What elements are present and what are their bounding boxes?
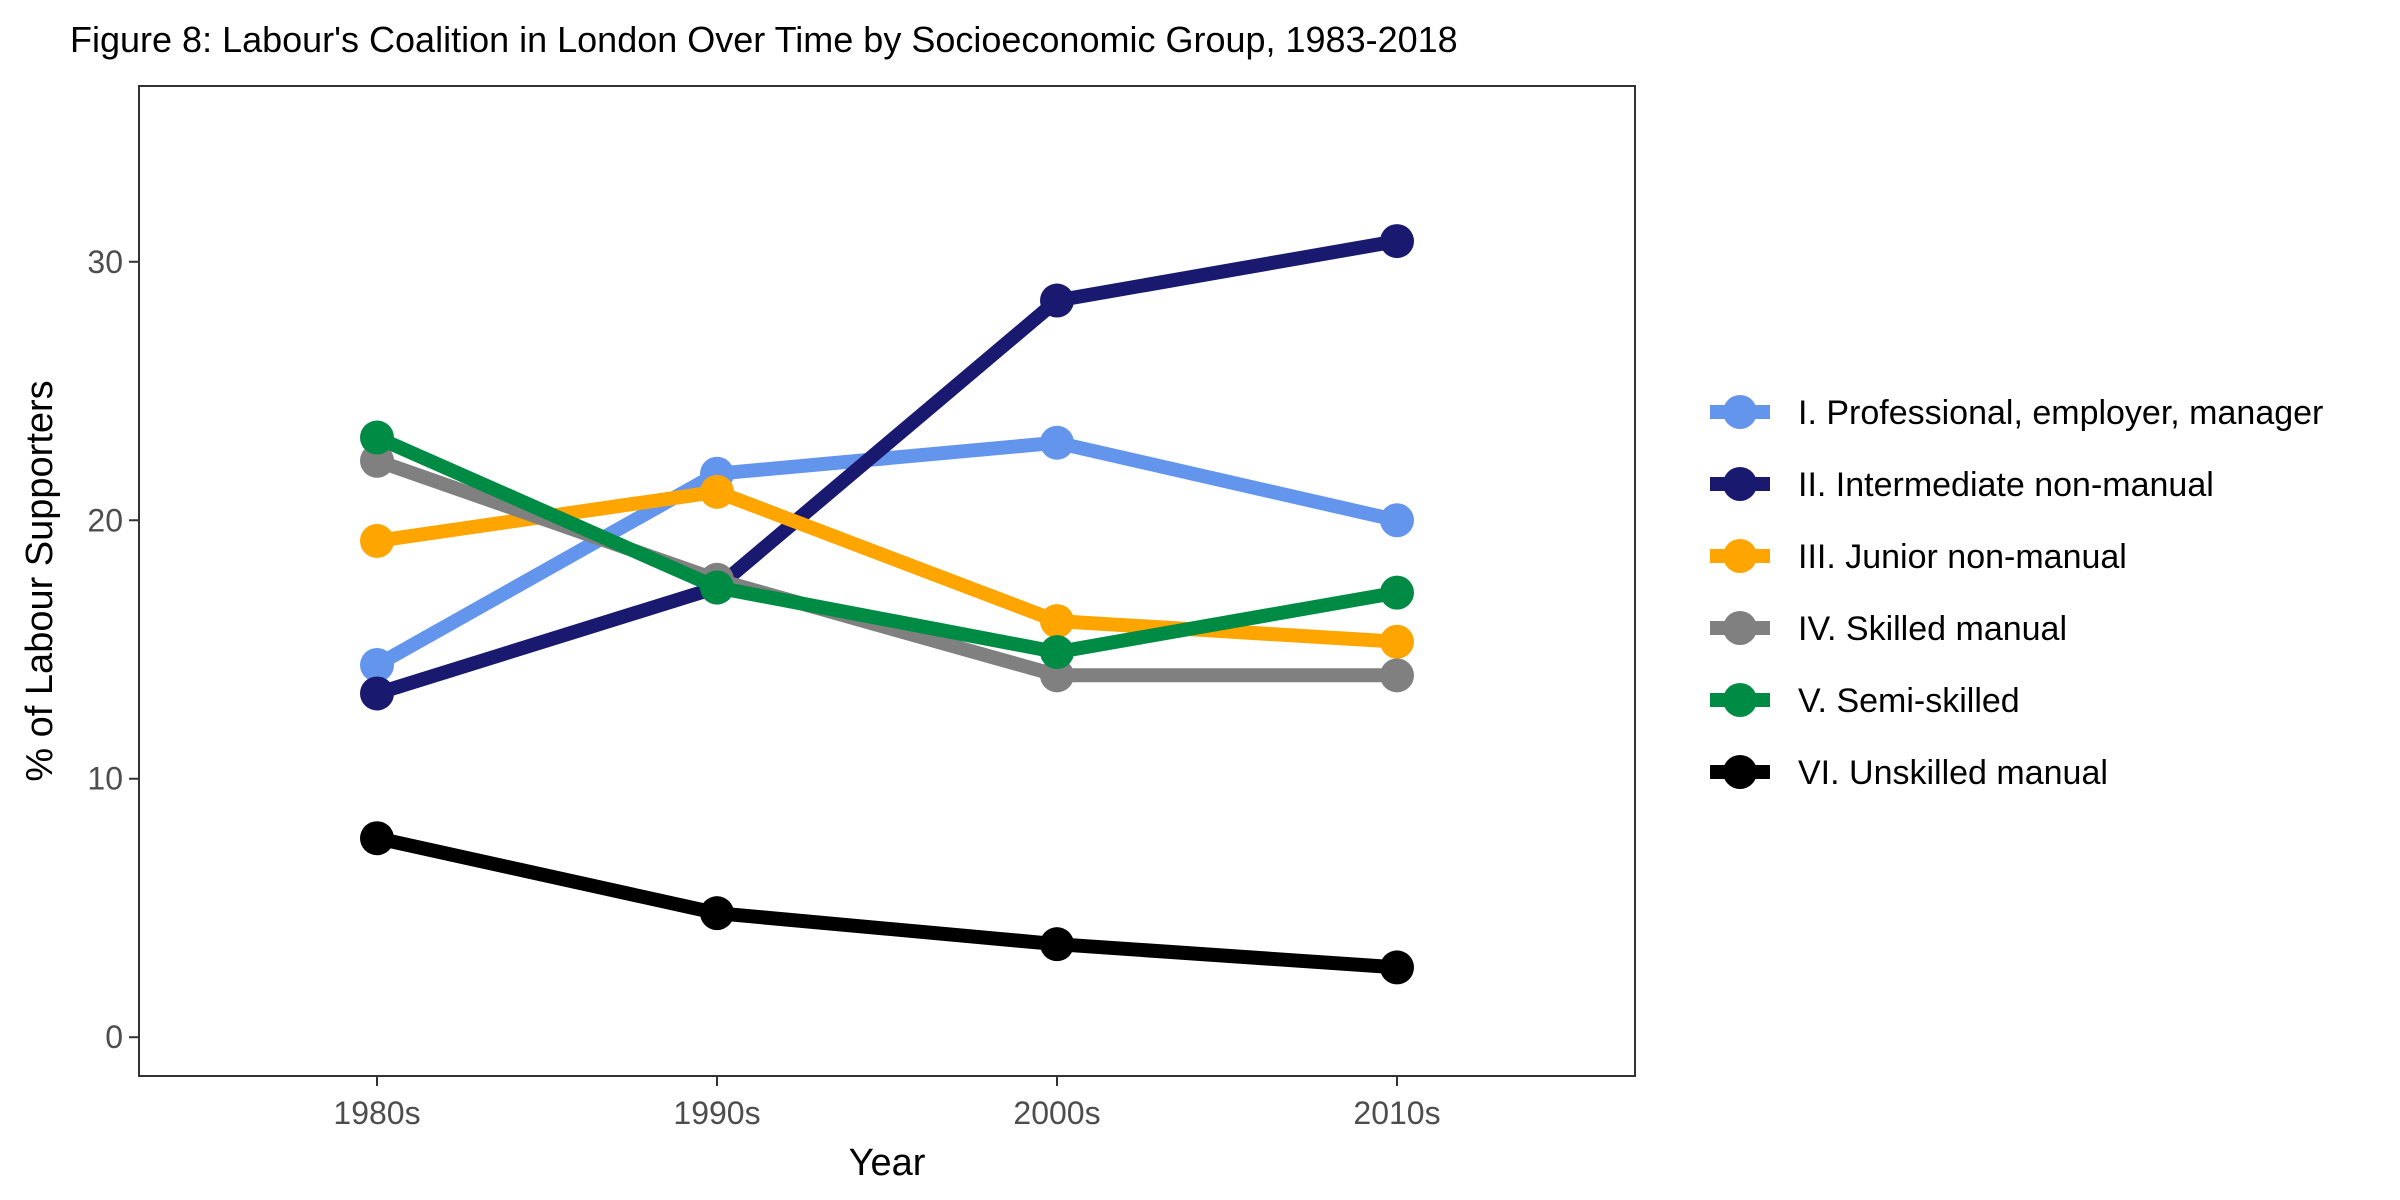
data-point <box>1380 224 1414 259</box>
legend-item: V. Semi-skilled <box>1710 682 2020 720</box>
series-line <box>374 431 1399 660</box>
x-axis: 1980s 1990s 2000s 2010s <box>333 1076 1441 1131</box>
data-point <box>1380 503 1414 538</box>
data-point <box>1380 575 1414 610</box>
legend-label: IV. Skilled manual <box>1798 610 2067 648</box>
legend-key-point <box>1723 539 1757 573</box>
legend-item: II. Intermediate non-manual <box>1710 466 2214 504</box>
series-5 <box>360 420 1414 670</box>
data-point <box>360 676 394 711</box>
legend-key-point <box>1723 395 1757 429</box>
y-axis-title: % of Labour Supporters <box>19 380 61 781</box>
x-tick-label: 2010s <box>1353 1095 1440 1131</box>
data-point <box>360 443 394 478</box>
data-point <box>700 896 734 931</box>
legend-key-point <box>1723 467 1757 501</box>
data-point <box>700 570 734 605</box>
legend-label: I. Professional, employer, manager <box>1798 394 2323 432</box>
data-point <box>360 821 394 856</box>
plot-border <box>138 85 1636 1077</box>
data-point <box>1040 604 1074 639</box>
legend-label: V. Semi-skilled <box>1798 682 2020 720</box>
x-tick-label: 2000s <box>1013 1095 1100 1131</box>
y-tick-label: 30 <box>87 244 123 280</box>
legend-item: VI. Unskilled manual <box>1710 754 2108 792</box>
x-axis-title: Year <box>849 1142 926 1184</box>
plot-area: 0 10 20 30 1980s 1990s 2000s 2010s <box>87 85 1636 1131</box>
x-tick-label: 1990s <box>673 1095 760 1131</box>
legend-label: VI. Unskilled manual <box>1798 754 2108 792</box>
data-point <box>1380 658 1414 693</box>
legend-item: III. Junior non-manual <box>1710 538 2127 576</box>
y-tick-label: 20 <box>87 502 123 538</box>
data-point <box>1040 425 1074 460</box>
series-line <box>374 234 1399 701</box>
y-tick-label: 0 <box>105 1019 123 1055</box>
legend-label: III. Junior non-manual <box>1798 538 2127 576</box>
data-point <box>1040 283 1074 318</box>
data-point <box>1380 950 1414 985</box>
data-point <box>1040 927 1074 962</box>
legend-key-point <box>1723 683 1757 717</box>
series-line <box>374 454 1397 683</box>
legend-key-point <box>1723 755 1757 789</box>
data-point <box>1380 624 1414 659</box>
data-point <box>700 474 734 509</box>
y-axis: 0 10 20 30 <box>87 244 139 1055</box>
data-point <box>1040 635 1074 670</box>
data-point <box>1040 658 1074 693</box>
data-point <box>360 648 394 683</box>
series-layer <box>360 224 1414 985</box>
data-point <box>360 420 394 455</box>
y-tick-label: 10 <box>87 761 123 797</box>
series-line <box>375 831 1398 975</box>
legend-key-point <box>1723 611 1757 645</box>
series-line <box>373 435 1399 672</box>
x-tick-label: 1980s <box>333 1095 420 1131</box>
legend-item: I. Professional, employer, manager <box>1710 394 2323 432</box>
chart-title: Figure 8: Labour's Coalition in London O… <box>70 19 1458 60</box>
series-6 <box>360 821 1414 985</box>
legend: I. Professional, employer, manager II. In… <box>1710 394 2323 792</box>
data-point <box>360 523 394 558</box>
legend-item: IV. Skilled manual <box>1710 610 2067 648</box>
legend-label: II. Intermediate non-manual <box>1798 466 2214 504</box>
